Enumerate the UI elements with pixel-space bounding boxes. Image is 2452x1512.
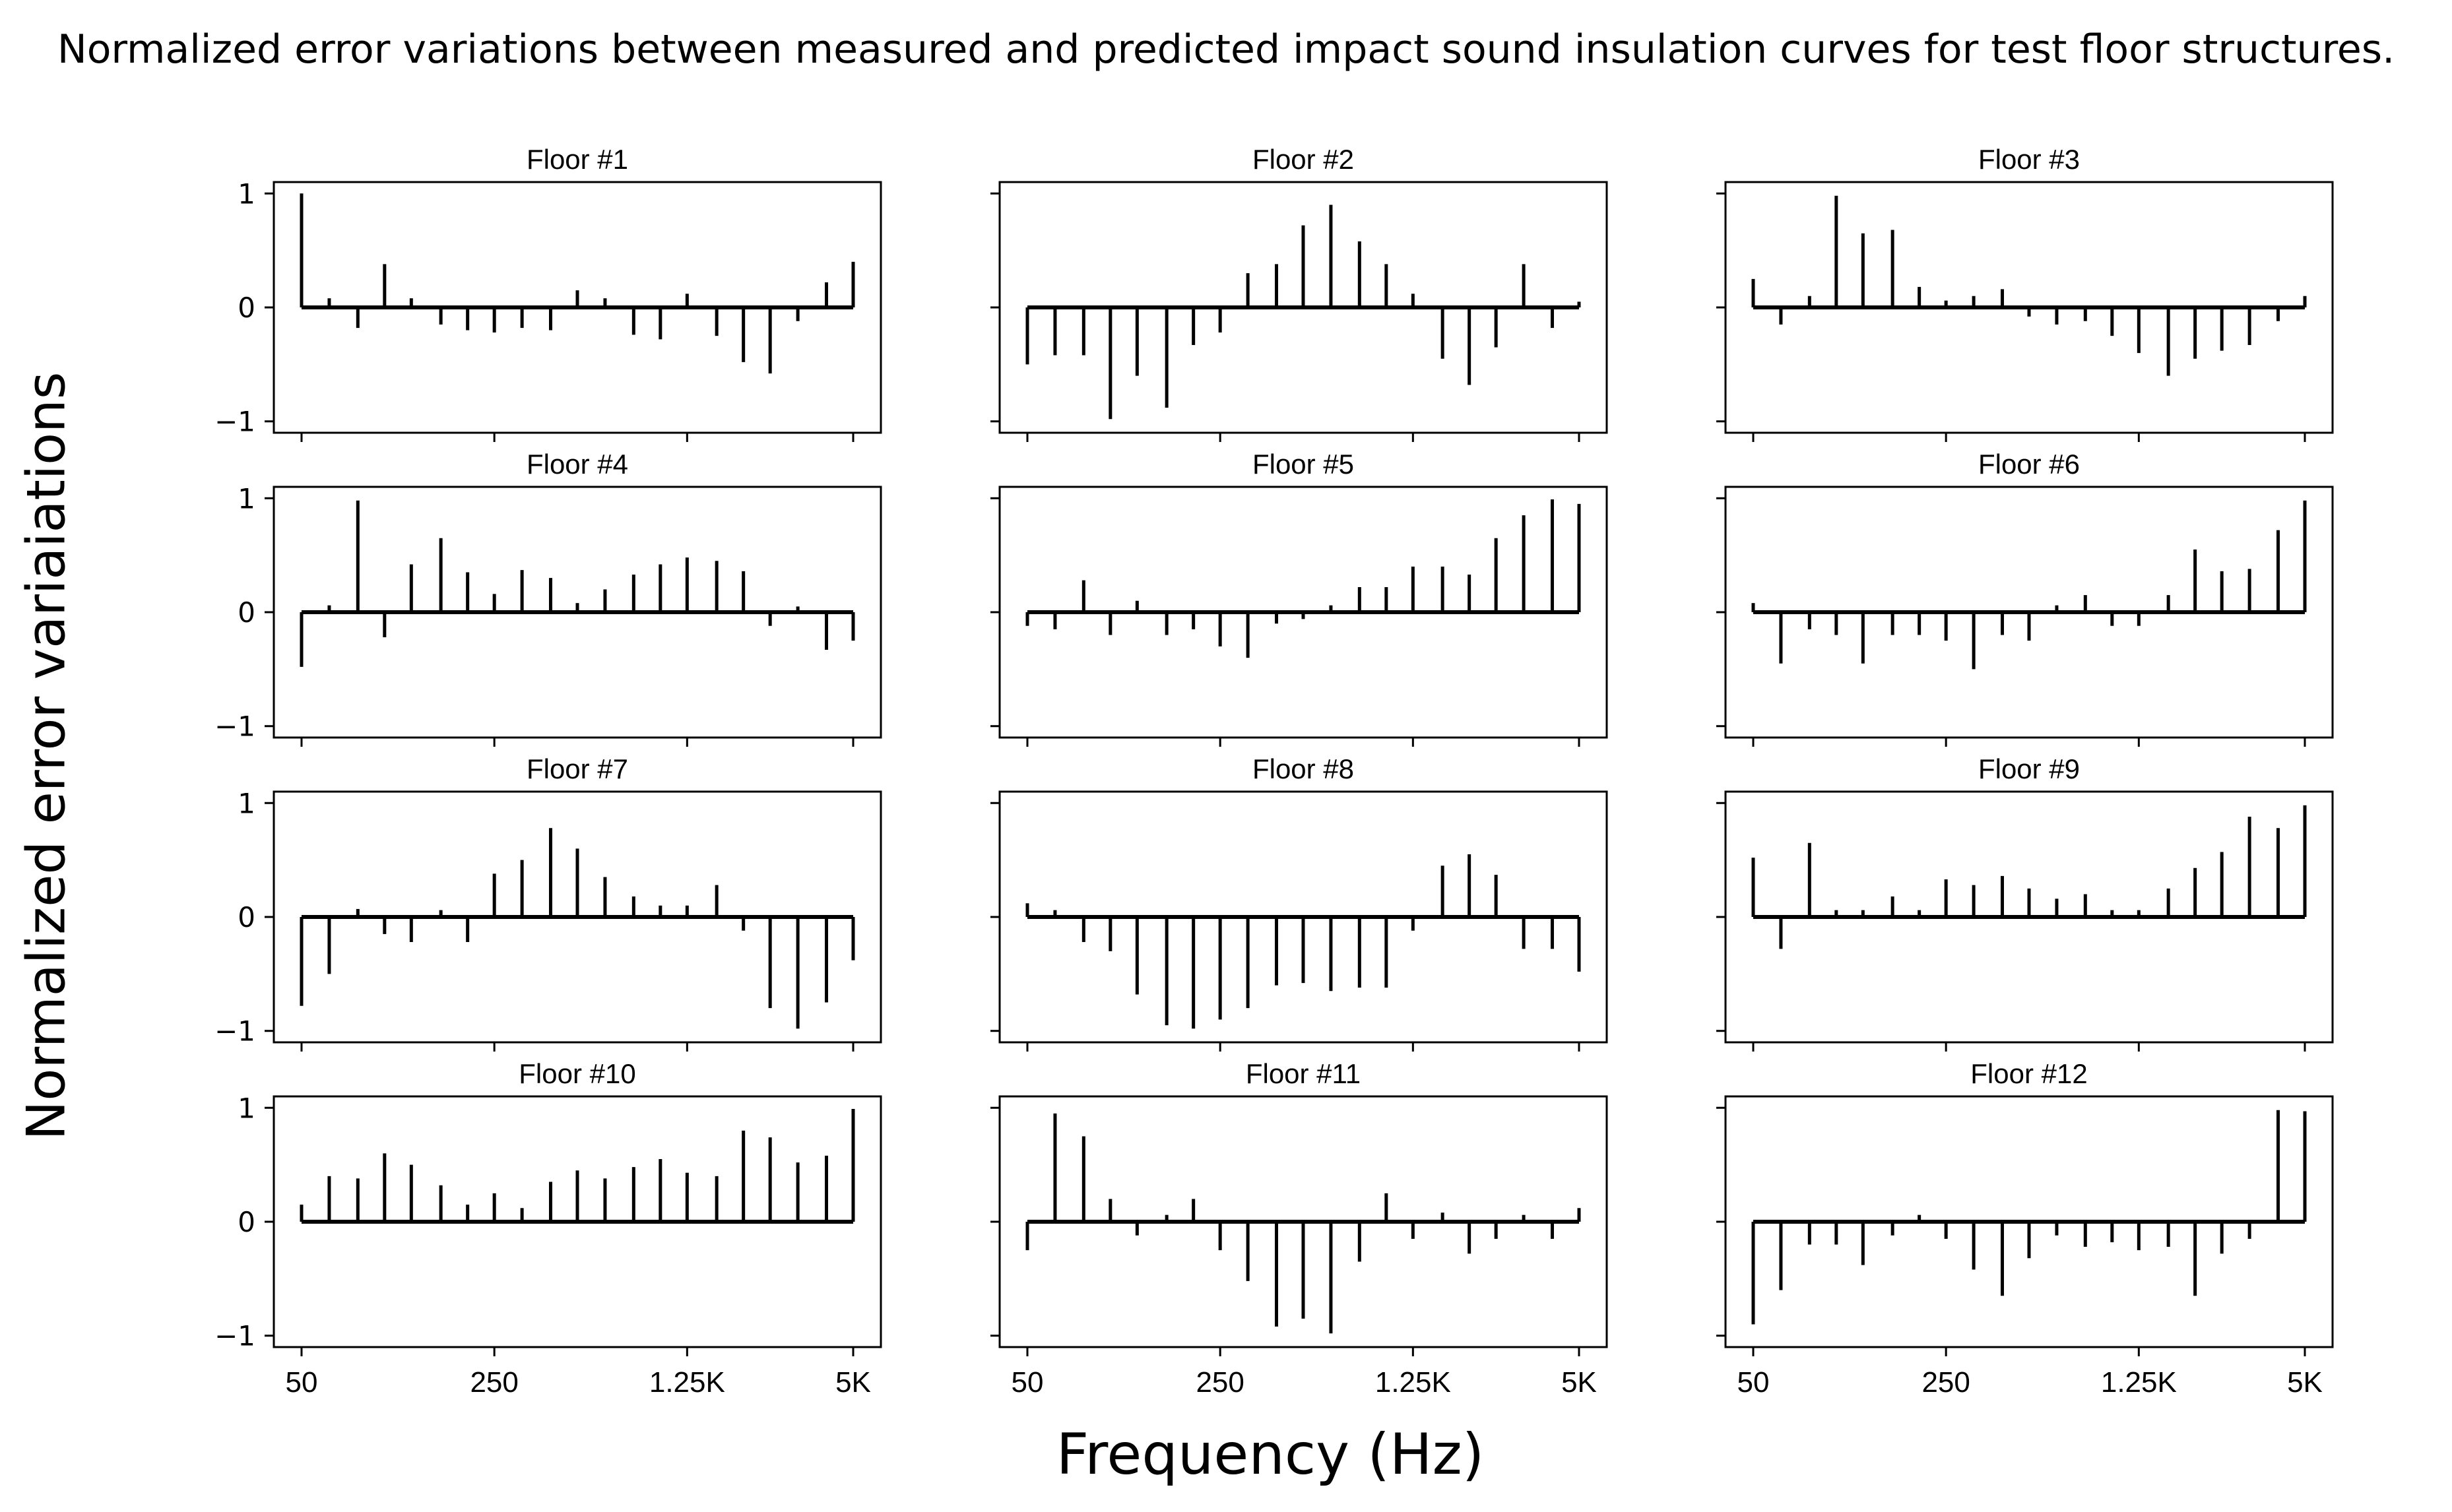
x-tick-label: 1.25K	[649, 1366, 725, 1399]
panel-floor-11: Floor #11 50 250 1.25K 5K	[990, 1058, 1608, 1399]
panel-title: Floor #5	[1252, 449, 1354, 480]
panel-floor-6: Floor #6	[1716, 449, 2334, 747]
x-tick-label: 1.25K	[2101, 1366, 2177, 1399]
x-axis-label: Frequency (Hz)	[1056, 1422, 1485, 1488]
panel-floor-10: Floor #10 1 0 −1 50 250 1.25K 5K	[214, 1058, 882, 1399]
panel-floor-5: Floor #5	[990, 449, 1608, 747]
y-tick-label: 0	[238, 901, 255, 933]
y-tick-label: 1	[238, 787, 255, 819]
y-tick-label: 0	[238, 596, 255, 629]
panel-title: Floor #4	[527, 449, 628, 480]
panel-floor-7: Floor #7 1 0 −1	[214, 753, 882, 1052]
y-tick-label: 1	[238, 177, 255, 210]
panel-title: Floor #2	[1252, 144, 1354, 175]
y-tick-label: −1	[214, 1015, 255, 1048]
panel-title: Floor #11	[1246, 1058, 1361, 1089]
panel-title: Floor #10	[519, 1058, 635, 1089]
x-tick-label: 5K	[1561, 1366, 1597, 1399]
panel-floor-12: Floor #12 50 250 1.25K 5K	[1716, 1058, 2334, 1399]
panel-title: Floor #9	[1978, 753, 2080, 784]
panel-floor-8: Floor #8	[990, 753, 1608, 1052]
y-tick-label: −1	[214, 710, 255, 743]
panel-title: Floor #8	[1252, 753, 1354, 784]
y-tick-label: 1	[238, 1092, 255, 1124]
y-tick-label: 0	[238, 292, 255, 324]
x-tick-label: 50	[1012, 1366, 1044, 1399]
panel-title: Floor #7	[527, 753, 628, 784]
x-tick-label: 250	[1196, 1366, 1244, 1399]
x-tick-label: 50	[1737, 1366, 1770, 1399]
y-tick-label: 0	[238, 1206, 255, 1238]
x-tick-label: 5K	[835, 1366, 871, 1399]
y-tick-label: 1	[238, 482, 255, 515]
panel-floor-3: Floor #3	[1716, 144, 2334, 442]
panel-floor-2: Floor #2	[990, 144, 1608, 442]
x-tick-label: 1.25K	[1375, 1366, 1451, 1399]
x-tick-label: 5K	[2287, 1366, 2323, 1399]
panel-title: Floor #3	[1978, 144, 2080, 175]
y-tick-label: −1	[214, 406, 255, 438]
panel-title: Floor #6	[1978, 449, 2080, 480]
x-tick-label: 250	[470, 1366, 518, 1399]
panel-floor-9: Floor #9	[1716, 753, 2334, 1052]
panel-title: Floor #12	[1970, 1058, 2087, 1089]
panel-floor-1: Floor #1 1 0 −1	[214, 144, 882, 442]
chart-title: Normalized error variations between meas…	[57, 26, 2395, 73]
y-tick-label: −1	[214, 1320, 255, 1352]
panel-title: Floor #1	[527, 144, 628, 175]
x-tick-label: 250	[1921, 1366, 1970, 1399]
panel-floor-4: Floor #4 1 0 −1	[214, 449, 882, 747]
x-tick-label: 50	[286, 1366, 318, 1399]
